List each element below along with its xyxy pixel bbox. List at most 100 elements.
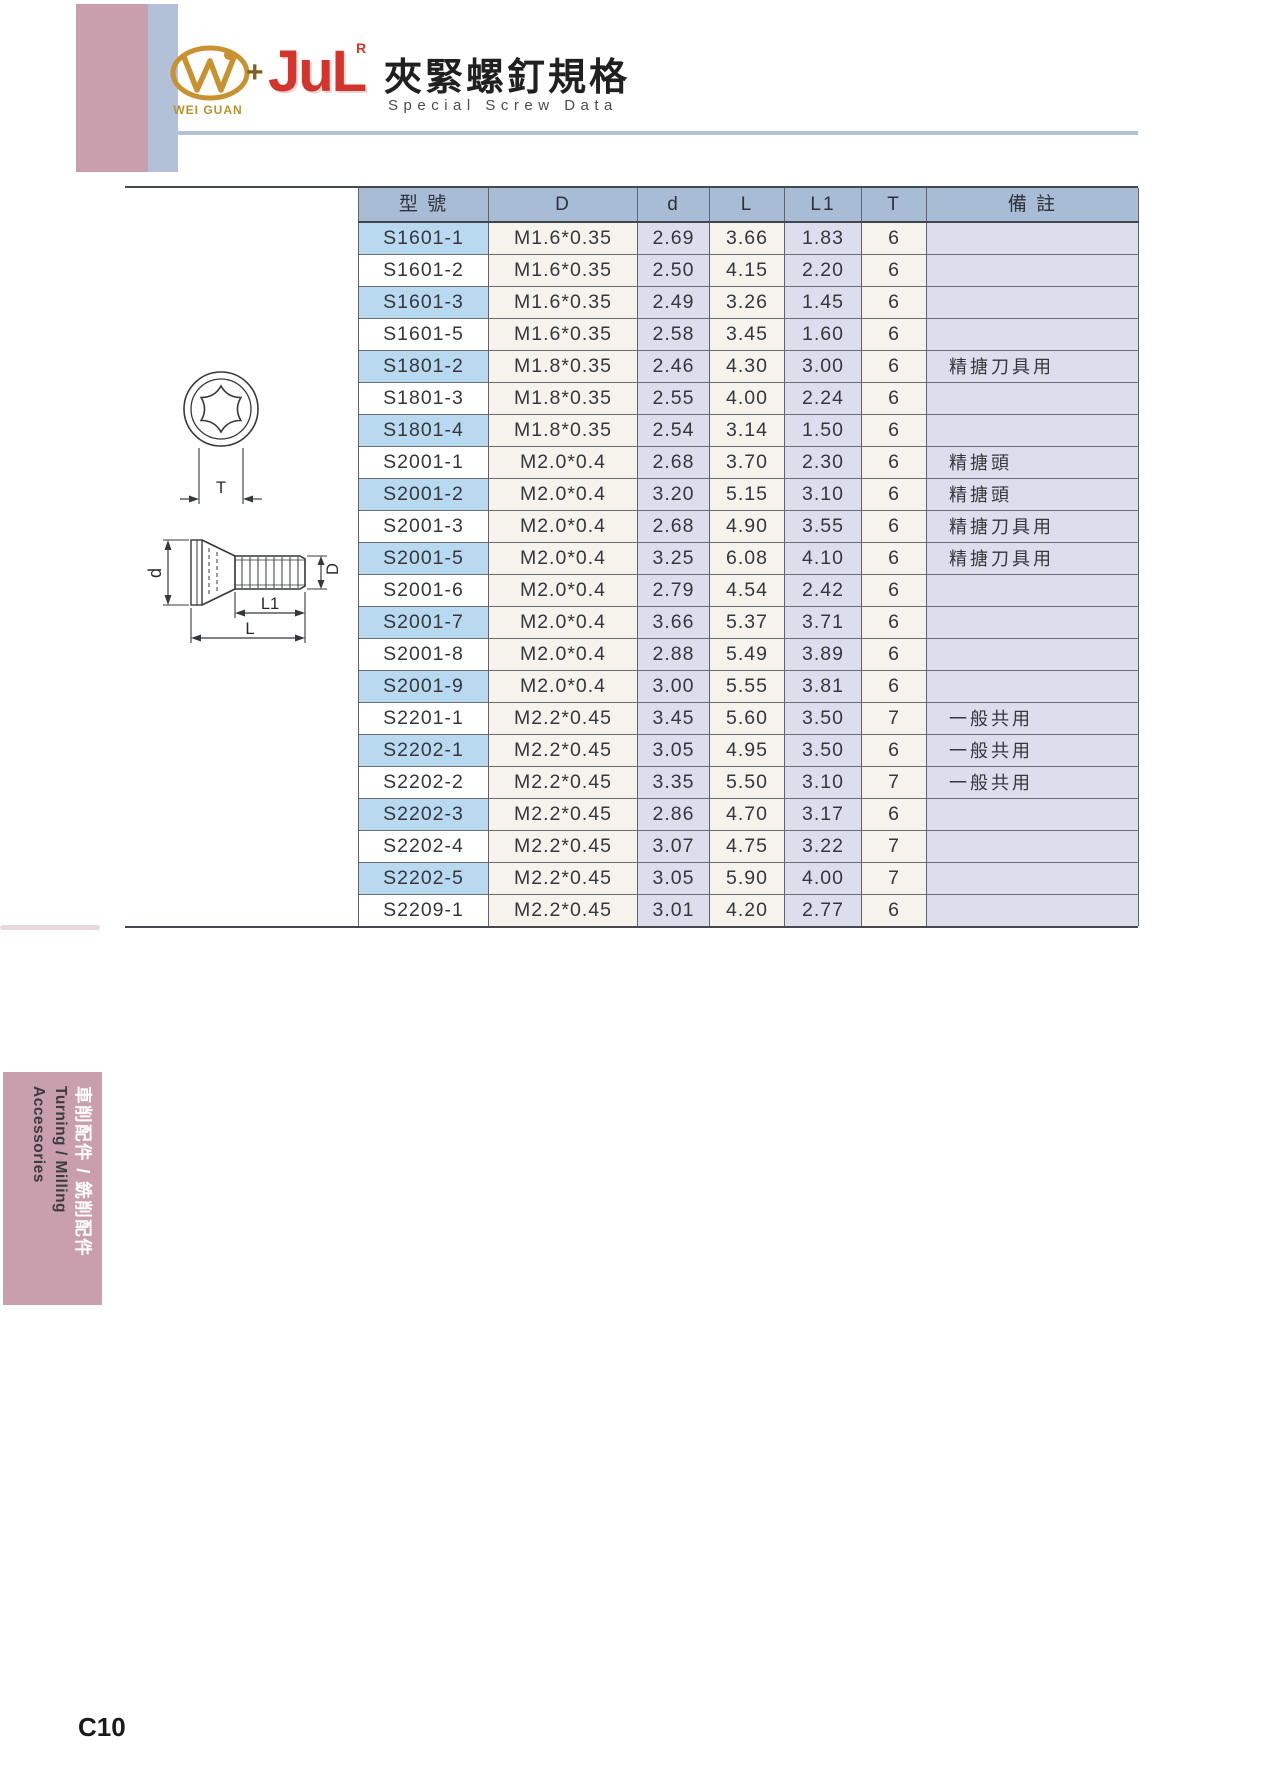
cell-d: 2.68	[637, 446, 710, 479]
cell-T: 6	[861, 670, 927, 703]
cell-T: 6	[861, 798, 927, 831]
cell-model: S2001-1	[358, 446, 489, 479]
cell-model: S1801-4	[358, 414, 489, 447]
table-row: S1801-4 M1.8*0.35 2.54 3.14 1.50 6	[358, 414, 1139, 447]
cell-T: 6	[861, 894, 927, 926]
table-row: S1801-3 M1.8*0.35 2.55 4.00 2.24 6	[358, 382, 1139, 415]
cell-remark: 一般共用	[926, 734, 1139, 767]
dim-label-l: L	[245, 620, 254, 638]
cell-T: 6	[861, 734, 927, 767]
cell-L1: 3.22	[784, 830, 862, 863]
cell-remark	[926, 798, 1139, 831]
cell-L1: 1.60	[784, 318, 862, 351]
cell-L: 4.15	[709, 254, 785, 287]
table-row: S1601-5 M1.6*0.35 2.58 3.45 1.60 6	[358, 318, 1139, 351]
table-row: S1601-2 M1.6*0.35 2.50 4.15 2.20 6	[358, 254, 1139, 287]
cell-L1: 3.50	[784, 734, 862, 767]
sidebar-top-strip	[0, 925, 100, 930]
cell-d: 3.45	[637, 702, 710, 735]
spec-table-frame: 型 號 D d L L1 T 備 註 S1601-1 M1.6*0.35 2.69 3…	[125, 186, 1139, 928]
cell-T: 6	[861, 574, 927, 607]
table-row: S2202-1 M2.2*0.45 3.05 4.95 3.50 6 一般共用	[358, 734, 1139, 767]
cell-L1: 3.10	[784, 766, 862, 799]
screw-diagram: T d D L1 L	[145, 371, 342, 643]
cell-T: 6	[861, 350, 927, 383]
cell-T: 6	[861, 606, 927, 639]
cell-model: S2001-3	[358, 510, 489, 543]
cell-L: 3.70	[709, 446, 785, 479]
cell-D: M1.6*0.35	[488, 318, 638, 351]
cell-remark	[926, 606, 1139, 639]
cell-T: 7	[861, 862, 927, 895]
cell-D: M2.0*0.4	[488, 670, 638, 703]
table-row: S2001-9 M2.0*0.4 3.00 5.55 3.81 6	[358, 670, 1139, 703]
cell-d: 2.58	[637, 318, 710, 351]
cell-d: 2.55	[637, 382, 710, 415]
cell-L: 3.66	[709, 222, 785, 255]
cell-remark	[926, 574, 1139, 607]
cell-d: 2.46	[637, 350, 710, 383]
cell-D: M1.8*0.35	[488, 414, 638, 447]
cell-D: M2.2*0.45	[488, 766, 638, 799]
sidebar-tab: 車削配件 / 銑削配件 Turning / Milling Accessorie…	[3, 1072, 102, 1305]
cell-T: 7	[861, 766, 927, 799]
cell-model: S2001-9	[358, 670, 489, 703]
table-row: S2001-5 M2.0*0.4 3.25 6.08 4.10 6 精搪刀具用	[358, 542, 1139, 575]
cell-D: M1.8*0.35	[488, 350, 638, 383]
cell-L: 4.75	[709, 830, 785, 863]
cell-D: M1.8*0.35	[488, 382, 638, 415]
cell-d: 3.25	[637, 542, 710, 575]
cell-D: M2.0*0.4	[488, 446, 638, 479]
cell-remark: 一般共用	[926, 766, 1139, 799]
cell-T: 6	[861, 510, 927, 543]
cell-T: 6	[861, 318, 927, 351]
cell-d: 2.88	[637, 638, 710, 671]
cell-d: 2.79	[637, 574, 710, 607]
table-row: S2202-4 M2.2*0.45 3.07 4.75 3.22 7	[358, 830, 1139, 863]
cell-D: M1.6*0.35	[488, 286, 638, 319]
cell-d: 3.01	[637, 894, 710, 926]
cell-D: M1.6*0.35	[488, 254, 638, 287]
cell-T: 7	[861, 702, 927, 735]
cell-model: S1801-3	[358, 382, 489, 415]
cell-remark	[926, 222, 1139, 255]
cell-L: 3.26	[709, 286, 785, 319]
cell-L1: 3.00	[784, 350, 862, 383]
table-row: S2001-7 M2.0*0.4 3.66 5.37 3.71 6	[358, 606, 1139, 639]
table-row: S2001-3 M2.0*0.4 2.68 4.90 3.55 6 精搪刀具用	[358, 510, 1139, 543]
cell-L: 5.60	[709, 702, 785, 735]
cell-L1: 3.81	[784, 670, 862, 703]
cell-L1: 2.24	[784, 382, 862, 415]
jul-logo: JuL	[268, 39, 367, 104]
weiguan-logo-text: WEI GUAN	[173, 103, 243, 117]
cell-D: M2.0*0.4	[488, 638, 638, 671]
cell-L1: 2.77	[784, 894, 862, 926]
sidebar-label-zh: 車削配件 / 銑削配件	[73, 1086, 93, 1258]
cell-d: 3.66	[637, 606, 710, 639]
cell-d: 3.20	[637, 478, 710, 511]
cell-d: 2.86	[637, 798, 710, 831]
cell-D: M2.2*0.45	[488, 862, 638, 895]
table-row: S2202-3 M2.2*0.45 2.86 4.70 3.17 6	[358, 798, 1139, 831]
cell-L: 6.08	[709, 542, 785, 575]
table-row: S2202-2 M2.2*0.45 3.35 5.50 3.10 7 一般共用	[358, 766, 1139, 799]
table-row: S2001-2 M2.0*0.4 3.20 5.15 3.10 6 精搪頭	[358, 478, 1139, 511]
cell-model: S2202-1	[358, 734, 489, 767]
cell-L: 4.70	[709, 798, 785, 831]
cell-L: 3.45	[709, 318, 785, 351]
cell-model: S2202-3	[358, 798, 489, 831]
cell-L1: 3.10	[784, 478, 862, 511]
cell-d: 3.00	[637, 670, 710, 703]
cell-T: 6	[861, 254, 927, 287]
table-header-row: 型 號 D d L L1 T 備 註	[358, 188, 1139, 223]
table-row: S1601-1 M1.6*0.35 2.69 3.66 1.83 6	[358, 222, 1139, 255]
cell-d: 3.05	[637, 734, 710, 767]
cell-remark	[926, 670, 1139, 703]
table-row: S2202-5 M2.2*0.45 3.05 5.90 4.00 7	[358, 862, 1139, 895]
plus-sign: +	[246, 56, 264, 89]
dim-label-l1: L1	[261, 595, 279, 613]
cell-d: 2.68	[637, 510, 710, 543]
cell-D: M2.2*0.45	[488, 798, 638, 831]
corner-blue-strip	[148, 4, 178, 172]
